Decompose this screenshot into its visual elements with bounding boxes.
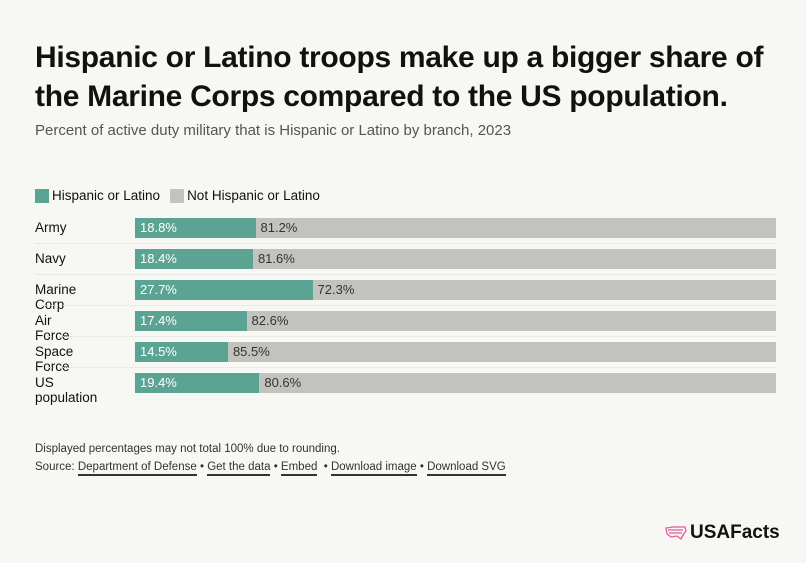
bar-not-hispanic <box>227 342 776 362</box>
data-label: 85.5% <box>232 344 270 359</box>
category-label: Navy <box>35 251 66 266</box>
data-label: 81.2% <box>260 220 298 235</box>
category-label: Marine Corp <box>35 282 77 312</box>
chart-title: Hispanic or Latino troops make up a bigg… <box>35 41 764 113</box>
bar-hispanic <box>135 280 313 300</box>
logo-text: USAFacts <box>690 522 780 543</box>
source-label: Source: <box>35 461 75 473</box>
separator: • <box>273 461 278 473</box>
legend: Hispanic or Latino Not Hispanic or Latin… <box>35 188 330 203</box>
bar-not-hispanic <box>312 280 776 300</box>
category-label: Air Force <box>35 313 70 343</box>
data-label: 80.6% <box>264 375 302 390</box>
footnote: Displayed percentages may not total 100%… <box>35 443 340 455</box>
data-label: 27.7% <box>140 282 177 297</box>
bar-hispanic <box>135 249 253 269</box>
data-label: 82.6% <box>251 313 289 328</box>
bar-not-hispanic <box>252 249 776 269</box>
bar-hispanic <box>135 373 260 393</box>
row-divider <box>35 305 776 306</box>
separator: • <box>199 461 204 473</box>
row-divider <box>35 336 776 337</box>
separator: • <box>419 461 424 473</box>
usafacts-logo[interactable]: USAFacts <box>665 522 780 544</box>
link-get-the-data[interactable]: Get the data <box>207 461 271 476</box>
separator: • <box>323 461 328 473</box>
bar-hispanic <box>135 218 256 238</box>
us-flag-map-icon <box>665 526 687 540</box>
chart-subtitle: Percent of active duty military that is … <box>35 122 512 139</box>
row-divider <box>35 243 776 244</box>
bar-not-hispanic <box>246 311 776 331</box>
data-label: 81.6% <box>257 251 295 266</box>
link-embed[interactable]: Embed <box>280 461 318 476</box>
link-download-svg[interactable]: Download SVG <box>427 461 506 476</box>
legend-swatch <box>35 188 49 203</box>
link-department-of-defense[interactable]: Department of Defense <box>77 461 197 476</box>
link-download-image[interactable]: Download image <box>330 461 417 476</box>
category-label: US population <box>35 375 98 405</box>
legend-label: Hispanic or Latino <box>52 188 161 203</box>
category-label: Army <box>35 220 67 235</box>
bar-hispanic <box>135 311 247 331</box>
bar-not-hispanic <box>259 373 776 393</box>
data-label: 18.4% <box>140 251 177 266</box>
row-divider <box>35 367 776 368</box>
legend-item-not-hispanic: Not Hispanic or Latino <box>170 188 320 203</box>
source-line: Source: Department of Defense • Get the … <box>35 461 506 476</box>
data-label: 72.3% <box>317 282 355 297</box>
data-label: 18.8% <box>140 220 177 235</box>
data-label: 17.4% <box>140 313 177 328</box>
bar-not-hispanic <box>255 218 776 238</box>
data-label: 14.5% <box>140 344 177 359</box>
legend-item-hispanic: Hispanic or Latino <box>35 188 160 203</box>
bar-hispanic <box>135 342 228 362</box>
row-divider <box>35 274 776 275</box>
data-label: 19.4% <box>140 375 177 390</box>
category-label: Space Force <box>35 344 74 374</box>
legend-swatch <box>170 188 185 203</box>
legend-label: Not Hispanic or Latino <box>187 188 320 203</box>
